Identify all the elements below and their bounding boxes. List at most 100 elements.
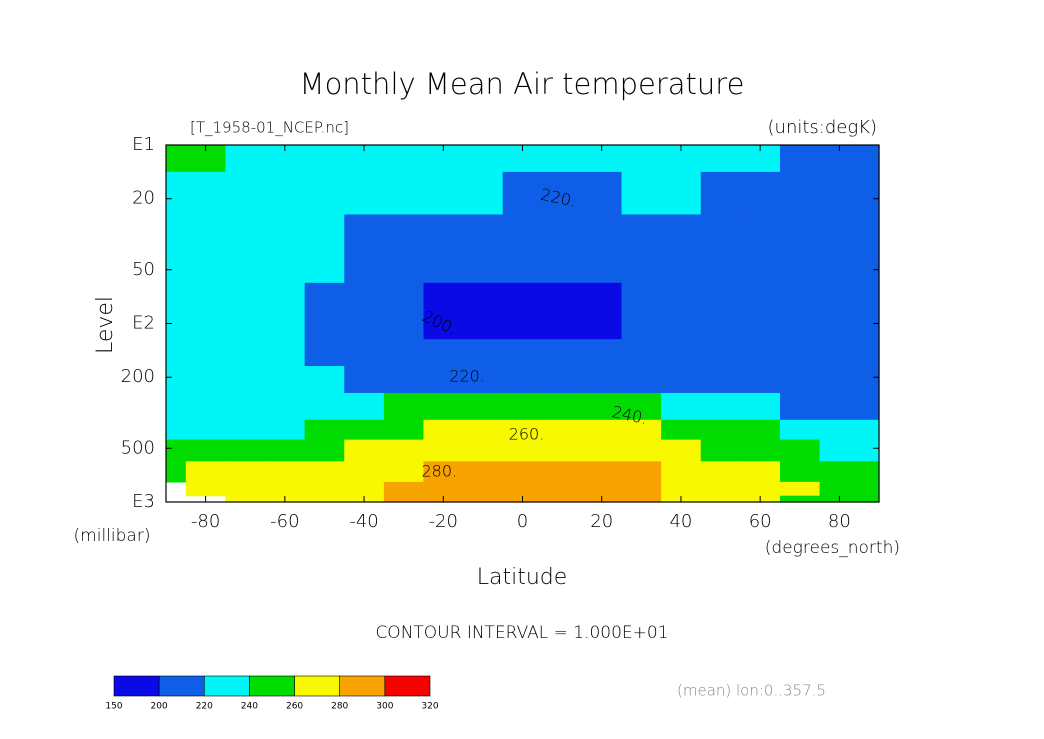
contour-cell	[423, 481, 464, 497]
contour-cell	[304, 495, 345, 503]
y-tick-label: 20	[132, 188, 155, 209]
contour-cell	[621, 309, 662, 340]
contour-cell	[166, 366, 187, 394]
contour-cell	[344, 461, 385, 483]
contour-cell	[779, 214, 821, 251]
contour-cell	[423, 392, 464, 421]
contour-cell	[185, 309, 227, 340]
contour-cell	[779, 439, 821, 462]
contour-cell	[344, 339, 385, 367]
contour-cell	[423, 419, 464, 441]
contour-cell	[542, 366, 583, 394]
contour-cell	[621, 171, 662, 216]
contour-cell	[700, 145, 741, 173]
contour-cell	[265, 461, 306, 483]
contour-label: 220.	[449, 367, 485, 386]
y-tick-label: E2	[132, 313, 155, 334]
contour-cell	[383, 214, 425, 251]
contour-cell	[265, 282, 306, 311]
contour-cell	[859, 461, 880, 483]
contour-cell	[779, 392, 821, 421]
contour-cell	[542, 282, 583, 311]
contour-cell	[581, 309, 623, 340]
contour-cell	[225, 145, 266, 173]
y-axis-label: Level	[93, 296, 118, 354]
x-tick-label: -40	[349, 511, 378, 532]
x-tick-label: -80	[191, 511, 220, 532]
contour-cell	[423, 339, 464, 367]
chart-title: Monthly Mean Air temperature	[300, 67, 745, 101]
contour-cell	[463, 309, 504, 340]
contour-cell	[463, 481, 504, 497]
colorbar-label: 320	[421, 702, 438, 712]
contour-cell	[819, 419, 860, 441]
contour-cell	[185, 282, 227, 311]
contour-cell	[859, 282, 880, 311]
contour-cell	[423, 461, 464, 483]
contour-cell	[542, 461, 583, 483]
contour-cell	[661, 339, 702, 367]
contour-cell	[819, 339, 860, 367]
contour-cell	[581, 214, 623, 251]
contour-cell	[225, 171, 266, 216]
contour-cell	[185, 419, 227, 441]
contour-cell	[185, 214, 227, 251]
contour-cell	[700, 366, 741, 394]
contour-cell	[740, 366, 781, 394]
contour-cell	[225, 309, 266, 340]
contour-cell	[502, 419, 543, 441]
y-tick-label: E3	[132, 491, 155, 512]
contour-cell	[542, 214, 583, 251]
contour-cell	[661, 309, 702, 340]
contour-cell	[383, 481, 425, 497]
contour-cell	[423, 249, 464, 284]
contour-cell	[621, 214, 662, 251]
colorbar-label: 150	[105, 702, 122, 712]
contour-cell	[661, 439, 702, 462]
contour-cell	[463, 495, 504, 503]
contour-cell	[502, 339, 543, 367]
colorbar-label: 260	[286, 702, 303, 712]
contour-cell	[304, 461, 345, 483]
contour-cell	[304, 481, 345, 497]
contour-cell	[225, 392, 266, 421]
contour-cell	[859, 481, 880, 497]
contour-cell	[463, 145, 504, 173]
contour-cell	[265, 439, 306, 462]
contour-cell	[661, 481, 702, 497]
contour-cell	[859, 145, 880, 173]
contour-cell	[661, 214, 702, 251]
contour-cell	[700, 439, 741, 462]
contour-cell	[779, 461, 821, 483]
contour-cell	[265, 339, 306, 367]
contour-cell	[344, 481, 385, 497]
contour-cell	[383, 439, 425, 462]
contour-cell	[166, 282, 187, 311]
contour-cell	[225, 495, 266, 503]
contour-cell	[383, 419, 425, 441]
contour-cell	[502, 366, 543, 394]
contour-cell	[542, 249, 583, 284]
contour-cell	[344, 171, 385, 216]
contour-cell	[304, 282, 345, 311]
colorbar-label: 240	[241, 702, 258, 712]
contour-cell	[463, 461, 504, 483]
contour-cell	[166, 249, 187, 284]
contour-cell	[581, 366, 623, 394]
contour-cell	[700, 419, 741, 441]
contour-cell	[779, 145, 821, 173]
contour-cell	[344, 392, 385, 421]
contour-cell	[166, 419, 187, 441]
contour-cell	[265, 481, 306, 497]
contour-cell	[542, 439, 583, 462]
contour-cell	[166, 214, 187, 251]
contour-cell	[779, 419, 821, 441]
contour-cell	[166, 439, 187, 462]
colorbar-segment	[113, 675, 160, 697]
contour-cell	[463, 439, 504, 462]
contour-cell	[383, 392, 425, 421]
contour-cell	[859, 171, 880, 216]
contour-cell	[859, 419, 880, 441]
contour-cell	[185, 366, 227, 394]
contour-cell	[661, 392, 702, 421]
